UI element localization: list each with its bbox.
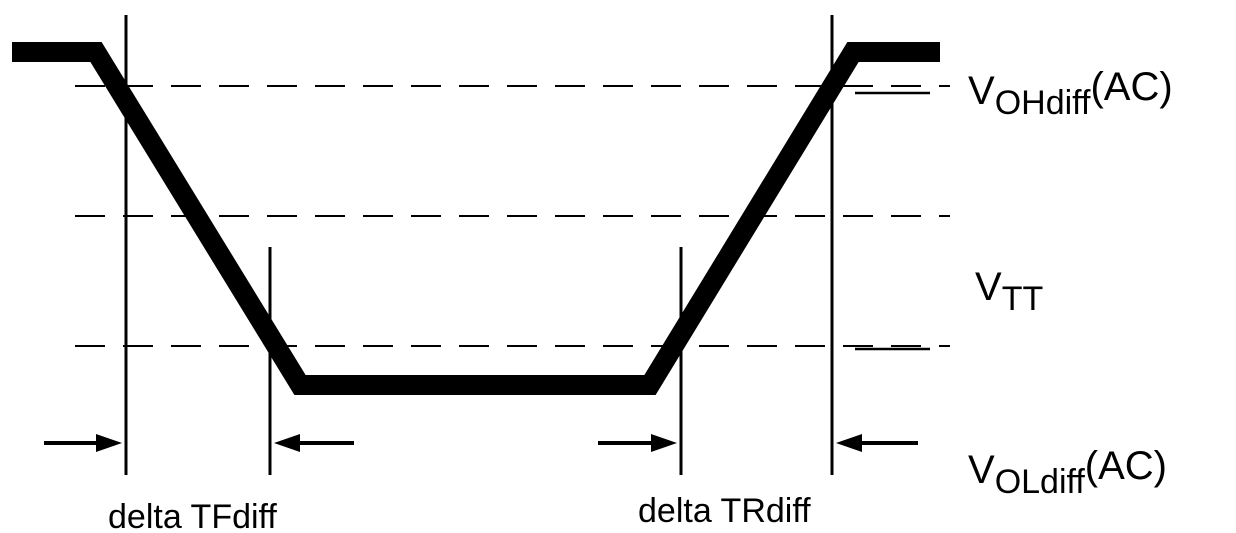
vtt-label: VTT <box>975 265 1043 318</box>
delta-trdiff-label: delta TRdiff <box>638 492 811 530</box>
fall-left-arrow <box>44 434 122 452</box>
voh-diff-ac-label: VOHdiff(AC) <box>968 65 1173 122</box>
delta-tfdiff-label: delta TFdiff <box>108 498 277 533</box>
vol-diff-ac-label: VOLdiff(AC) <box>968 444 1167 501</box>
rise-left-arrow <box>598 434 677 452</box>
fall-right-arrow <box>274 434 354 452</box>
rise-right-arrow <box>836 434 918 452</box>
differential-signal-waveform <box>12 42 940 395</box>
